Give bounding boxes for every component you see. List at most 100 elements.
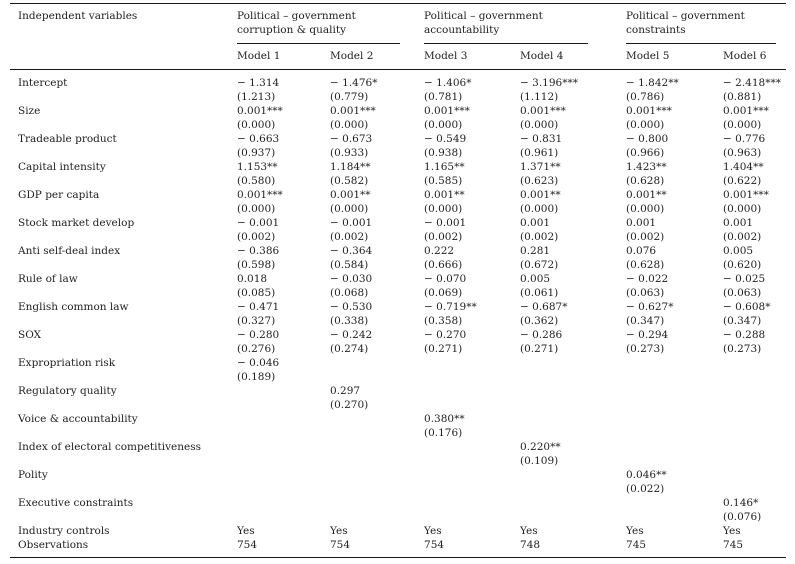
std-error-cell: (1.112) — [520, 91, 559, 103]
variable-se-row: (0.276) (0.274) (0.271) (0.271) (0.273) (0.27… — [10, 342, 786, 356]
coefficient-cell: 0.146* — [723, 497, 759, 509]
std-error-cell: (0.000) — [520, 203, 559, 215]
coefficient-cell: 0.001 — [723, 217, 754, 229]
std-error-cell — [723, 426, 786, 440]
std-error-cell: (0.000) — [330, 119, 369, 131]
coefficient-cell: − 1.406* — [424, 77, 472, 89]
variable-label: Rule of law — [18, 273, 78, 285]
coefficient-cell: 0.001*** — [626, 105, 672, 117]
coefficient-cell: − 0.001 — [237, 217, 280, 229]
std-error-cell: (0.881) — [723, 91, 762, 103]
std-error-cell: (0.666) — [424, 259, 463, 271]
coefficient-cell — [723, 412, 786, 426]
model-1-header: Model 1 — [237, 44, 330, 70]
variable-coef-row: GDP per capita 0.001*** 0.001** 0.001** 0.00… — [10, 188, 786, 202]
std-error-cell — [237, 398, 330, 412]
variable-label-spacer — [10, 398, 237, 412]
std-error-cell — [723, 482, 786, 496]
std-error-cell: (0.002) — [520, 231, 559, 243]
std-error-cell: (0.963) — [723, 147, 762, 159]
model-2-header: Model 2 — [330, 44, 425, 70]
coefficient-cell: 0.281 — [520, 245, 551, 257]
std-error-cell: (0.109) — [520, 455, 559, 467]
coefficient-cell — [520, 384, 626, 398]
coefficient-cell: 0.220** — [520, 441, 561, 453]
coefficient-cell — [424, 384, 520, 398]
variable-label: Capital intensity — [18, 161, 106, 173]
model-3-header: Model 3 — [424, 44, 521, 70]
std-error-cell: (0.628) — [626, 175, 665, 187]
footer-value-cell: 748 — [520, 539, 541, 551]
variable-label-spacer — [10, 314, 237, 328]
model-header-row: Model 1 Model 2 Model 3 Model 4 Model 5 … — [10, 44, 787, 70]
std-error-cell: (0.000) — [424, 119, 463, 131]
coefficient-cell — [424, 356, 520, 370]
coefficient-cell: 0.001*** — [424, 105, 470, 117]
variable-label-spacer — [10, 370, 237, 384]
coefficient-cell: − 0.022 — [626, 273, 669, 285]
std-error-cell: (0.276) — [237, 343, 276, 355]
std-error-cell: (0.580) — [237, 175, 276, 187]
footer-label: Industry controls — [18, 525, 110, 537]
footer-value-cell: Yes — [723, 525, 741, 537]
model-4-header: Model 4 — [520, 44, 627, 70]
coefficient-cell — [626, 384, 723, 398]
variable-label: Voice & accountability — [18, 413, 138, 425]
coefficient-cell: 0.001*** — [723, 189, 769, 201]
variable-se-row: (0.189) — [10, 370, 786, 384]
std-error-cell: (0.358) — [424, 315, 463, 327]
std-error-cell: (0.347) — [626, 315, 665, 327]
std-error-cell: (0.362) — [520, 315, 559, 327]
variable-label: Intercept — [18, 77, 68, 89]
std-error-cell: (0.628) — [626, 259, 665, 271]
footer-value-cell: 754 — [237, 539, 258, 551]
std-error-cell: (0.063) — [723, 287, 762, 299]
footer-value-cell: 754 — [424, 539, 445, 551]
coefficient-cell — [723, 440, 786, 454]
std-error-cell: (0.002) — [424, 231, 463, 243]
variable-se-row: (0.076) — [10, 510, 786, 524]
std-error-cell: (0.076) — [723, 511, 762, 523]
coefficient-cell — [330, 440, 424, 454]
std-error-cell: (0.271) — [424, 343, 463, 355]
std-error-cell: (0.000) — [626, 119, 665, 131]
regression-table: Independent variables Political – govern… — [10, 3, 787, 558]
coefficient-cell: − 1.314 — [237, 77, 280, 89]
coefficient-cell: 0.001** — [424, 189, 465, 201]
std-error-cell — [424, 454, 520, 468]
coefficient-cell: − 0.280 — [237, 329, 280, 341]
footer-row: Industry controls Yes Yes Yes Yes Yes Yes — [10, 524, 786, 538]
std-error-cell — [520, 510, 626, 524]
variable-coef-row: Capital intensity 1.153** 1.184** 1.165** 1.… — [10, 160, 786, 174]
variable-coef-row: Size 0.001*** 0.001*** 0.001*** 0.001*** 0.00… — [10, 104, 786, 118]
coefficient-cell: 0.018 — [237, 273, 268, 285]
variable-label-spacer — [10, 90, 237, 104]
coefficient-cell — [626, 496, 723, 510]
variable-coef-row: Voice & accountability 0.380** — [10, 412, 786, 426]
variable-se-row: (0.109) — [10, 454, 786, 468]
group-header-constraints: Political – government constraints — [626, 4, 786, 44]
std-error-cell: (0.061) — [520, 287, 559, 299]
std-error-cell — [330, 426, 424, 440]
variable-label: Regulatory quality — [18, 385, 117, 397]
variable-se-row: (0.327) (0.338) (0.358) (0.362) (0.347) (0.34… — [10, 314, 786, 328]
coefficient-cell: 0.222 — [424, 245, 455, 257]
std-error-cell: (0.274) — [330, 343, 369, 355]
footer-label: Observations — [18, 539, 89, 551]
variable-label: Executive constraints — [18, 497, 134, 509]
table-body: Intercept − 1.314 − 1.476* − 1.406* − 3.196*… — [10, 70, 786, 558]
variable-label-spacer — [10, 174, 237, 188]
coefficient-cell: − 0.286 — [520, 329, 563, 341]
variable-label: Stock market develop — [18, 217, 135, 229]
coefficient-cell: 0.046** — [626, 469, 667, 481]
variable-label-spacer — [10, 202, 237, 216]
variable-label: Polity — [18, 469, 48, 481]
variable-label: Index of electoral competitiveness — [18, 441, 201, 453]
group-label-constraints: Political – government constraints — [626, 9, 777, 44]
coefficient-cell — [626, 412, 723, 426]
std-error-cell — [330, 370, 424, 384]
coefficient-cell: 0.001** — [330, 189, 371, 201]
coefficient-cell: 0.076 — [626, 245, 657, 257]
coefficient-cell: 0.001*** — [520, 105, 566, 117]
variable-label-spacer — [10, 482, 237, 496]
